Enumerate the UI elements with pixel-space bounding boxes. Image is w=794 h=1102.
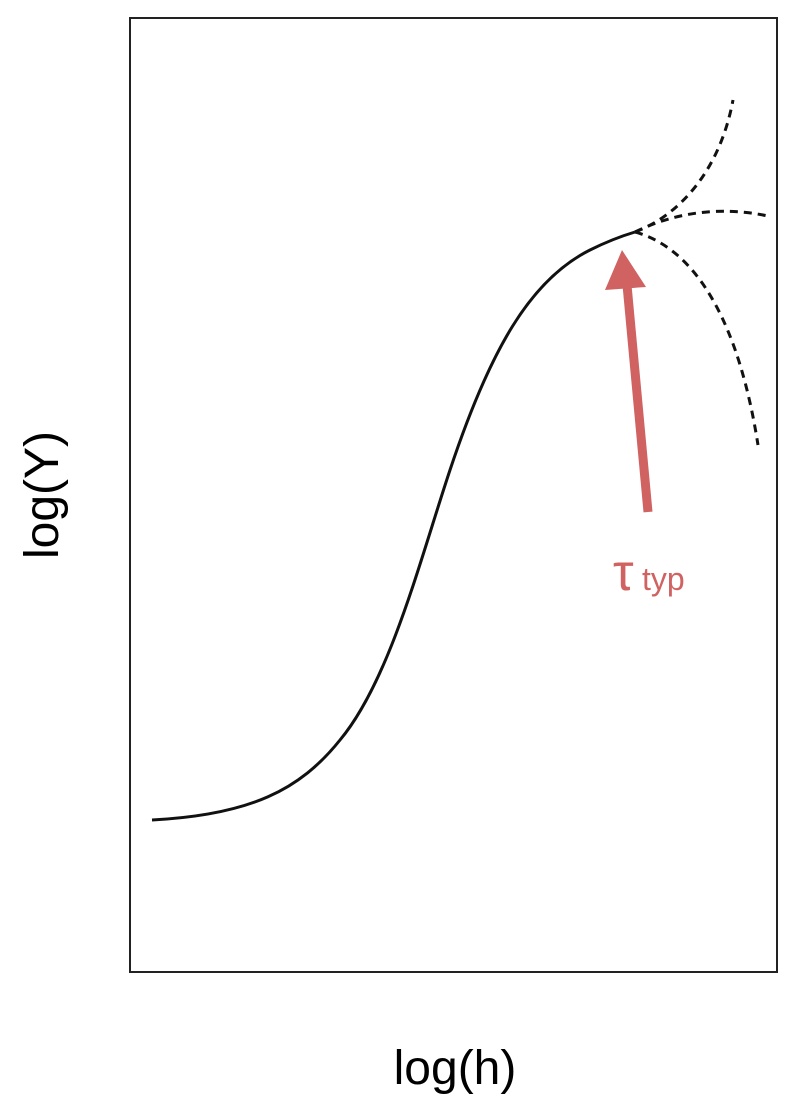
y-axis-label: log(Y) [16, 431, 69, 559]
annotation-subscript: typ [642, 561, 685, 597]
annotation-symbol: τ [613, 544, 634, 602]
plot-frame [129, 17, 778, 973]
dashed-curve-down [634, 230, 760, 446]
arrow-shaft [622, 284, 653, 513]
dashed-curve-flat [634, 209, 769, 234]
solid-curve [151, 230, 636, 822]
arrow-head [605, 250, 646, 290]
x-axis-label: log(h) [394, 1042, 517, 1095]
